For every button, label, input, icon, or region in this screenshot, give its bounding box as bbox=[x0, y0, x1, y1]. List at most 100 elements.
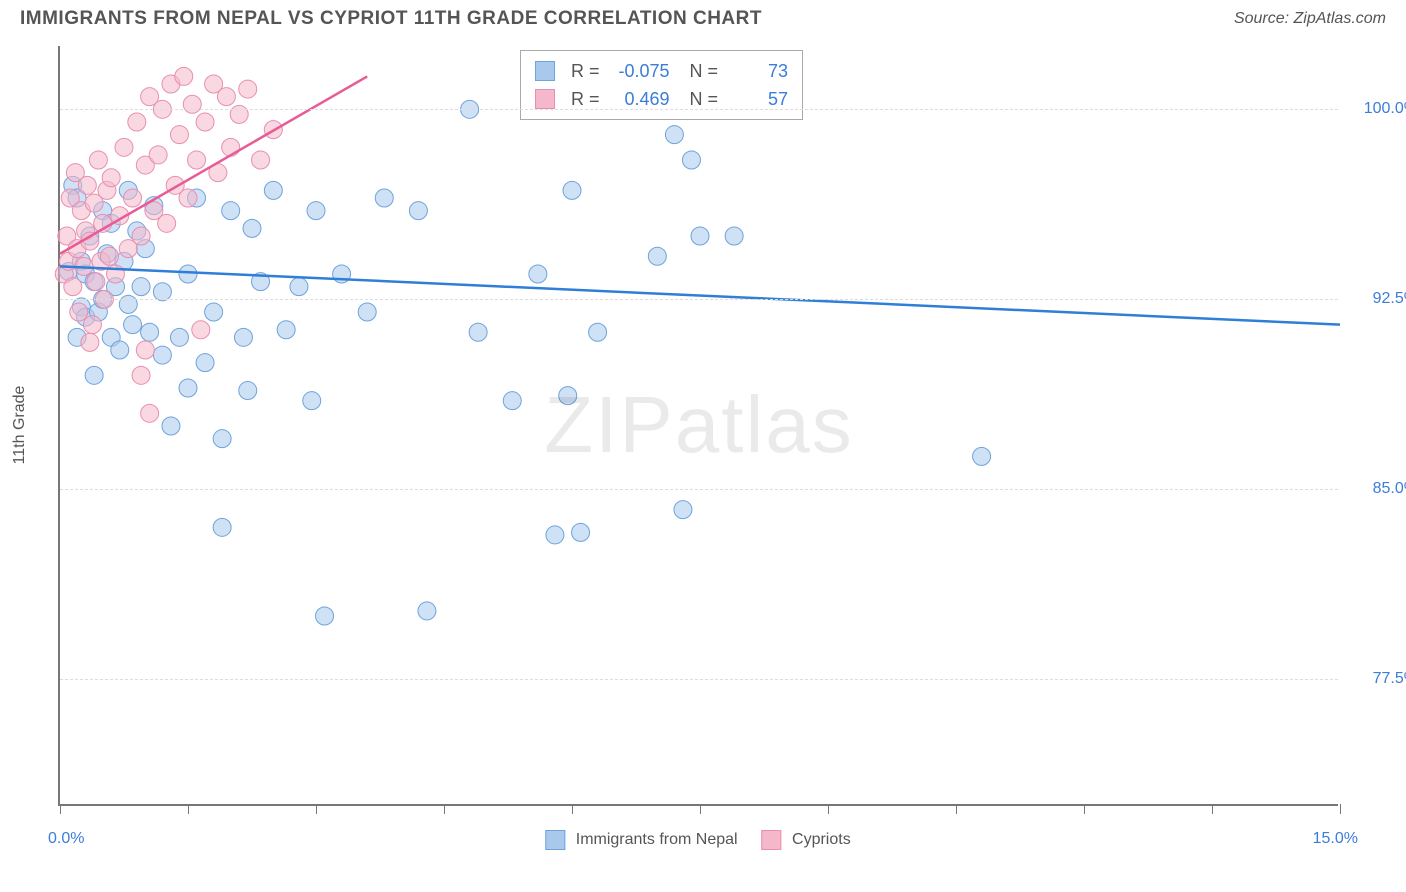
y-tick-label: 92.5% bbox=[1348, 290, 1406, 308]
scatter-point bbox=[132, 227, 150, 245]
scatter-point bbox=[175, 67, 193, 85]
scatter-point bbox=[158, 214, 176, 232]
scatter-point bbox=[124, 189, 142, 207]
scatter-point bbox=[192, 321, 210, 339]
scatter-point bbox=[546, 526, 564, 544]
scatter-svg bbox=[60, 46, 1340, 806]
scatter-point bbox=[205, 303, 223, 321]
scatter-point bbox=[316, 607, 334, 625]
scatter-point bbox=[141, 404, 159, 422]
x-axis-area: 0.0% Immigrants from Nepal Cypriots 15.0… bbox=[58, 830, 1338, 860]
scatter-point bbox=[162, 417, 180, 435]
scatter-point bbox=[124, 316, 142, 334]
scatter-point bbox=[559, 387, 577, 405]
scatter-point bbox=[196, 113, 214, 131]
scatter-point bbox=[85, 366, 103, 384]
scatter-point bbox=[303, 392, 321, 410]
y-tick-label: 77.5% bbox=[1348, 670, 1406, 688]
scatter-point bbox=[469, 323, 487, 341]
scatter-point bbox=[290, 278, 308, 296]
trend-line bbox=[60, 266, 1340, 324]
series-legend: Immigrants from Nepal Cypriots bbox=[545, 830, 850, 850]
scatter-point bbox=[307, 202, 325, 220]
scatter-point bbox=[358, 303, 376, 321]
scatter-point bbox=[81, 333, 99, 351]
scatter-point bbox=[529, 265, 547, 283]
r-value-nepal: -0.075 bbox=[610, 57, 670, 85]
scatter-point bbox=[119, 295, 137, 313]
scatter-point bbox=[179, 379, 197, 397]
scatter-point bbox=[170, 126, 188, 144]
scatter-point bbox=[213, 518, 231, 536]
legend-swatch-icon bbox=[545, 830, 565, 850]
scatter-point bbox=[183, 95, 201, 113]
scatter-point bbox=[217, 88, 235, 106]
scatter-point bbox=[222, 202, 240, 220]
scatter-point bbox=[418, 602, 436, 620]
scatter-point bbox=[196, 354, 214, 372]
scatter-point bbox=[188, 151, 206, 169]
legend-swatch-cypriots bbox=[535, 89, 555, 109]
scatter-point bbox=[572, 523, 590, 541]
scatter-point bbox=[70, 303, 88, 321]
scatter-point bbox=[83, 316, 101, 334]
scatter-point bbox=[725, 227, 743, 245]
scatter-point bbox=[674, 501, 692, 519]
scatter-point bbox=[503, 392, 521, 410]
legend-swatch-nepal bbox=[535, 61, 555, 81]
legend-label-nepal: Immigrants from Nepal bbox=[576, 831, 738, 848]
scatter-point bbox=[682, 151, 700, 169]
y-tick-label: 100.0% bbox=[1348, 100, 1406, 118]
scatter-point bbox=[102, 169, 120, 187]
scatter-point bbox=[264, 181, 282, 199]
scatter-point bbox=[89, 151, 107, 169]
scatter-point bbox=[239, 80, 257, 98]
scatter-point bbox=[170, 328, 188, 346]
scatter-point bbox=[153, 283, 171, 301]
x-min-label: 0.0% bbox=[48, 830, 84, 848]
scatter-point bbox=[87, 273, 105, 291]
scatter-point bbox=[230, 105, 248, 123]
scatter-point bbox=[563, 181, 581, 199]
scatter-point bbox=[252, 151, 270, 169]
plot-area: 11th Grade R =-0.075 N =73 R =0.469 N =5… bbox=[58, 46, 1338, 806]
scatter-point bbox=[149, 146, 167, 164]
scatter-point bbox=[132, 278, 150, 296]
scatter-point bbox=[153, 346, 171, 364]
legend-item-cypriots: Cypriots bbox=[762, 830, 851, 850]
scatter-point bbox=[141, 323, 159, 341]
scatter-point bbox=[973, 447, 991, 465]
scatter-point bbox=[665, 126, 683, 144]
legend-label-cypriots: Cypriots bbox=[792, 831, 851, 848]
scatter-point bbox=[100, 247, 118, 265]
scatter-point bbox=[691, 227, 709, 245]
scatter-point bbox=[375, 189, 393, 207]
scatter-point bbox=[409, 202, 427, 220]
n-value-nepal: 73 bbox=[728, 57, 788, 85]
chart-title: IMMIGRANTS FROM NEPAL VS CYPRIOT 11TH GR… bbox=[20, 8, 762, 30]
scatter-point bbox=[115, 138, 133, 156]
y-axis-label: 11th Grade bbox=[11, 386, 29, 465]
scatter-point bbox=[222, 138, 240, 156]
y-tick-label: 85.0% bbox=[1348, 480, 1406, 498]
scatter-point bbox=[179, 265, 197, 283]
scatter-point bbox=[136, 341, 154, 359]
legend-item-nepal: Immigrants from Nepal bbox=[545, 830, 737, 850]
legend-row-nepal: R =-0.075 N =73 bbox=[535, 57, 788, 85]
scatter-point bbox=[589, 323, 607, 341]
scatter-point bbox=[234, 328, 252, 346]
source-label: Source: ZipAtlas.com bbox=[1234, 10, 1386, 28]
x-max-label: 15.0% bbox=[1313, 830, 1358, 848]
scatter-point bbox=[243, 219, 261, 237]
scatter-point bbox=[277, 321, 295, 339]
scatter-point bbox=[648, 247, 666, 265]
scatter-point bbox=[239, 382, 257, 400]
scatter-point bbox=[111, 341, 129, 359]
scatter-point bbox=[64, 278, 82, 296]
scatter-point bbox=[78, 176, 96, 194]
scatter-point bbox=[213, 430, 231, 448]
scatter-point bbox=[132, 366, 150, 384]
chart-area: 11th Grade R =-0.075 N =73 R =0.469 N =5… bbox=[58, 46, 1338, 806]
scatter-point bbox=[179, 189, 197, 207]
legend-swatch-icon bbox=[762, 830, 782, 850]
